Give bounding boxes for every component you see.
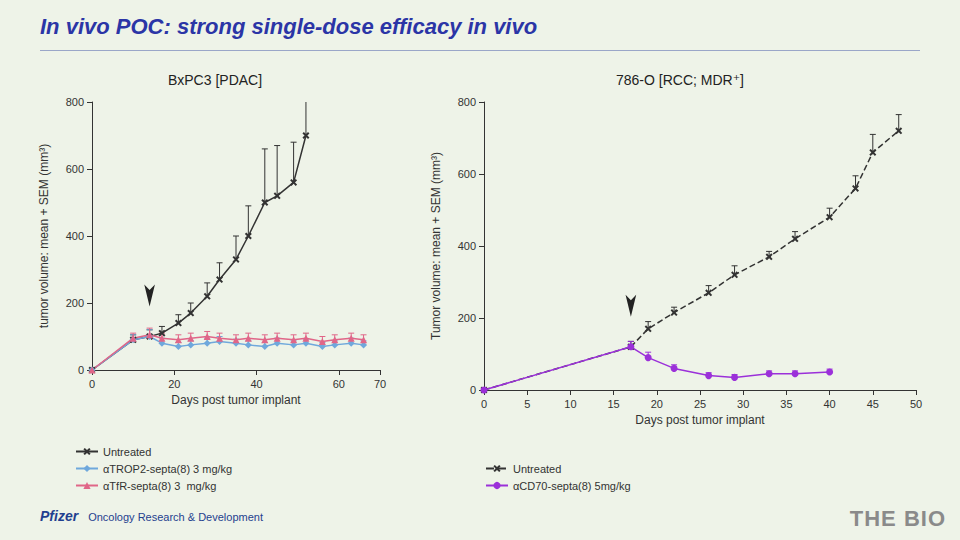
svg-text:0: 0 (89, 378, 95, 390)
svg-text:400: 400 (66, 230, 84, 242)
svg-text:25: 25 (694, 398, 706, 410)
svg-text:40: 40 (823, 398, 835, 410)
svg-text:Days post tumor implant: Days post tumor implant (635, 413, 765, 427)
svg-text:Tumor volume: mean + SEM (mm³): Tumor volume: mean + SEM (mm³) (429, 152, 443, 340)
svg-text:αTROP2-septa(8) 3 mg/kg: αTROP2-septa(8) 3 mg/kg (103, 463, 232, 475)
svg-text:200: 200 (458, 312, 476, 324)
svg-text:0: 0 (481, 398, 487, 410)
svg-text:10: 10 (564, 398, 576, 410)
svg-text:50: 50 (910, 398, 922, 410)
html-text:In vivo POC: strong single-dos: In vivo POC: strong single-dose efficacy… (40, 14, 538, 39)
svg-text:tumor volume: mean + SEM (mm³): tumor volume: mean + SEM (mm³) (37, 144, 51, 328)
svg-text:Days post tumor implant: Days post tumor implant (171, 393, 301, 407)
svg-text:40: 40 (250, 378, 262, 390)
svg-text:30: 30 (737, 398, 749, 410)
svg-text:BxPC3 [PDAC]: BxPC3 [PDAC] (168, 72, 262, 88)
svg-text:5: 5 (524, 398, 530, 410)
svg-text:αTfR-septa(8) 3 mg/kg: αTfR-septa(8) 3 mg/kg (103, 480, 216, 492)
svg-text:0: 0 (470, 384, 476, 396)
svg-text:20: 20 (168, 378, 180, 390)
svg-text:20: 20 (651, 398, 663, 410)
svg-text:0: 0 (78, 364, 84, 376)
svg-text:600: 600 (458, 168, 476, 180)
svg-text:15: 15 (607, 398, 619, 410)
svg-text:45: 45 (867, 398, 879, 410)
svg-text:60: 60 (333, 378, 345, 390)
svg-text:800: 800 (66, 96, 84, 108)
svg-text:600: 600 (66, 163, 84, 175)
svg-text:Untreated: Untreated (513, 463, 561, 475)
svg-text:αCD70-septa(8) 5mg/kg: αCD70-septa(8) 5mg/kg (513, 480, 631, 492)
svg-text:70: 70 (374, 378, 386, 390)
svg-text:35: 35 (780, 398, 792, 410)
html-text:Oncology Research & Developmen: Oncology Research & Development (88, 511, 263, 523)
svg-text:400: 400 (458, 240, 476, 252)
svg-text:800: 800 (458, 96, 476, 108)
svg-text:Untreated: Untreated (103, 446, 151, 458)
html-text:THE BIO: THE BIO (849, 506, 946, 531)
html-text:Pfizer: Pfizer (40, 508, 79, 524)
svg-text:200: 200 (66, 297, 84, 309)
svg-text:786-O [RCC; MDR⁺]: 786-O [RCC; MDR⁺] (616, 72, 744, 88)
